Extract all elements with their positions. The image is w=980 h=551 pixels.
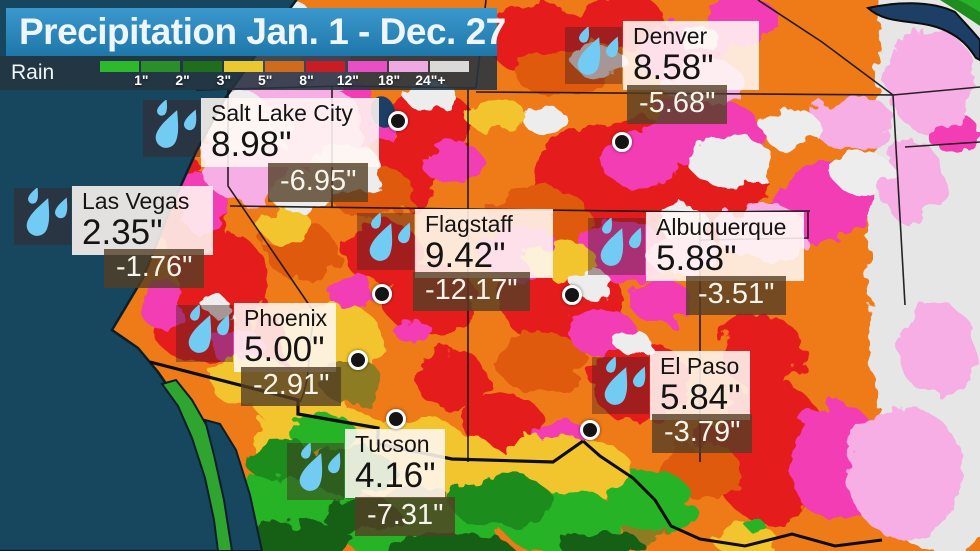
city-departure-box: -6.95" — [268, 163, 369, 202]
legend-tick: 12" — [336, 72, 359, 88]
city-dot-albuquerque — [562, 285, 582, 305]
city-name: Flagstaff — [425, 211, 513, 237]
city-precip-value: 9.42" — [425, 235, 506, 275]
raindrops-icon — [176, 303, 233, 362]
city-dot-flagstaff — [372, 284, 392, 304]
city-precip-box: Denver 8.58" — [623, 21, 759, 90]
city-precip-box: Las Vegas 2.35" — [72, 186, 213, 255]
legend-swatch-2 — [182, 61, 222, 72]
legend-swatches — [100, 61, 472, 72]
city-precip-box: Albuquerque 5.88" — [646, 212, 804, 281]
city-dot-tucson — [386, 409, 406, 429]
city-departure-box: -5.68" — [627, 85, 728, 124]
city-precip-box: Flagstaff 9.42" — [415, 209, 553, 278]
legend-swatch-1 — [141, 61, 181, 72]
raindrops-icon — [565, 25, 622, 84]
city-name: Denver — [633, 23, 708, 49]
raindrops-icon — [287, 441, 344, 500]
legend: Rain 1" 2" 3" 5" 8" 12" 18" 24"+ — [0, 56, 497, 90]
city-precip-box: Salt Lake City 8.98" — [201, 98, 379, 167]
city-name: Albuquerque — [656, 214, 787, 240]
city-departure-box: -7.31" — [355, 497, 456, 536]
legend-tick: 24"+ — [415, 72, 446, 88]
city-name: El Paso — [660, 353, 740, 379]
city-precip-value: 5.88" — [656, 238, 737, 278]
city-precip-box: Phoenix 5.00" — [234, 303, 336, 372]
page-title: Precipitation Jan. 1 - Dec. 27 — [6, 8, 506, 56]
city-precip-value: 5.84" — [660, 377, 741, 417]
legend-tick: 8" — [299, 72, 314, 88]
legend-tick: 2" — [175, 72, 190, 88]
legend-tick: 1" — [134, 72, 149, 88]
city-dot-salt-lake-city — [388, 111, 408, 131]
legend-swatch-5 — [306, 61, 346, 72]
city-name: Las Vegas — [82, 188, 190, 214]
legend-swatch-8 — [430, 61, 470, 72]
raindrops-icon — [14, 186, 71, 245]
legend-tick: 3" — [216, 72, 232, 88]
city-departure-box: -3.79" — [652, 414, 753, 453]
legend-label: Rain — [11, 61, 55, 84]
city-name: Salt Lake City — [211, 100, 353, 126]
city-departure-box: -2.91" — [241, 367, 342, 406]
raindrops-icon — [357, 211, 414, 270]
raindrops-icon — [143, 98, 200, 157]
city-precip-value: 2.35" — [82, 212, 163, 252]
raindrops-icon — [588, 216, 645, 275]
city-dot-el-paso — [580, 420, 600, 440]
legend-tick: 5" — [257, 72, 273, 88]
legend-swatch-4 — [265, 61, 305, 72]
city-precip-value: 8.98" — [211, 124, 292, 164]
city-precip-box: Tucson 4.16" — [345, 429, 445, 498]
city-dot-phoenix — [348, 350, 368, 370]
city-departure-box: -1.76" — [104, 249, 205, 288]
city-precip-value: 8.58" — [633, 47, 714, 87]
raindrops-icon — [592, 355, 649, 414]
city-name: Phoenix — [244, 305, 328, 331]
legend-swatch-6 — [347, 61, 387, 72]
legend-swatch-0 — [100, 61, 139, 72]
city-precip-box: El Paso 5.84" — [650, 351, 750, 420]
city-departure-box: -12.17" — [413, 272, 530, 311]
city-precip-value: 5.00" — [244, 329, 325, 369]
legend-swatch-3 — [223, 61, 263, 72]
city-departure-box: -3.51" — [686, 276, 787, 315]
city-precip-value: 4.16" — [355, 455, 436, 495]
legend-swatch-7 — [389, 61, 429, 72]
legend-tick: 18" — [377, 72, 401, 88]
city-name: Tucson — [355, 431, 430, 457]
city-dot-denver — [612, 132, 632, 152]
